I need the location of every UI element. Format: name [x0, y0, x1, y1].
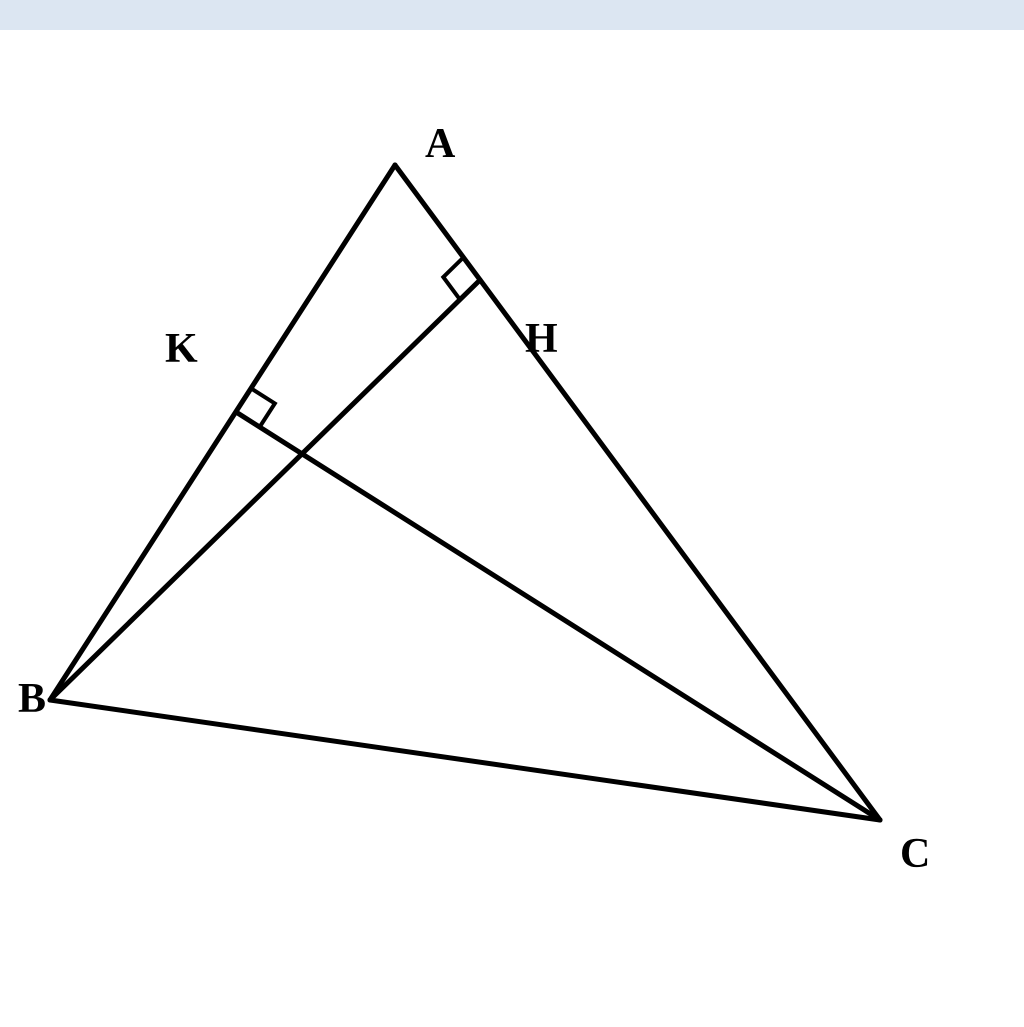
header-bar [0, 0, 1024, 30]
label-H: H [525, 315, 558, 363]
triangle-svg [0, 30, 1024, 1022]
side-AC [395, 165, 880, 820]
label-C: C [900, 830, 930, 878]
label-A: A [425, 120, 455, 168]
altitude-CK [236, 412, 880, 820]
label-B: B [18, 675, 46, 723]
altitude-BH [50, 280, 480, 700]
side-BC [50, 700, 880, 820]
label-K: K [165, 325, 198, 373]
right-angle-marker-H [443, 257, 463, 299]
side-AB [50, 165, 395, 700]
geometry-diagram: A B C K H [0, 30, 1024, 1022]
